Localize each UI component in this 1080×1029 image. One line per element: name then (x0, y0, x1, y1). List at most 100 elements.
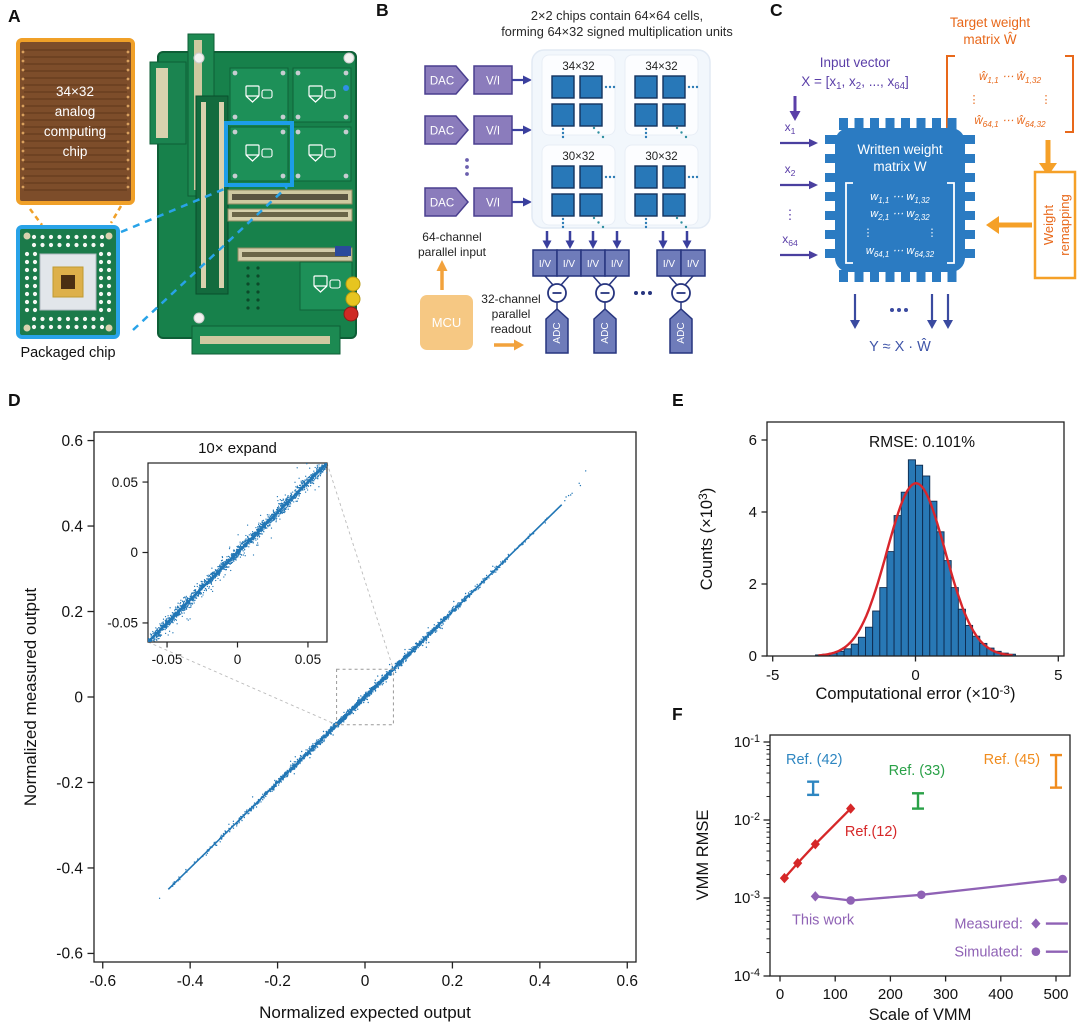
svg-text:5: 5 (1054, 667, 1062, 684)
panel-label-d: D (8, 390, 21, 410)
chip-group: 34×32 (541, 54, 616, 139)
matrix-vdots: ⋮ (1041, 94, 1052, 106)
svg-text:Counts (×103): Counts (×103) (696, 488, 716, 590)
svg-text:-0.6: -0.6 (56, 946, 83, 963)
led-indicator (343, 85, 349, 91)
svg-text:6: 6 (749, 432, 757, 449)
chip-matrix-row: w64,1 ⋯ w64,32 (866, 245, 935, 259)
matrix-vdots: ⋮ (863, 227, 874, 239)
chip-matrix-row: w2,1 ⋯ w2,32 (870, 208, 930, 222)
arrowhead (809, 138, 818, 148)
output-dots (897, 308, 901, 312)
dac-vi-row: DAC V/I (424, 65, 532, 95)
readout-label: readout (491, 322, 532, 336)
f-errorbar-ref---33-: Ref. (33) (889, 763, 945, 810)
chip-title: Written weight (857, 142, 943, 157)
svg-text:0.05: 0.05 (112, 475, 138, 490)
svg-text:0: 0 (234, 652, 242, 667)
x-input-label: x64 (782, 232, 798, 248)
packaged-chip-caption: Packaged chip (20, 345, 115, 361)
svg-text:2: 2 (749, 576, 757, 593)
panel-label-a: A (8, 6, 21, 26)
chip-pins (825, 118, 975, 282)
dac-block (424, 65, 469, 95)
svg-text:Scale of VMM: Scale of VMM (869, 1006, 972, 1024)
matrix-bracket (947, 182, 955, 264)
svg-text:0: 0 (749, 648, 757, 665)
readout-label: 32-channel (481, 292, 540, 306)
d-scatter-points (158, 470, 587, 899)
vi-label: V/I (486, 126, 500, 138)
input-channels-label: parallel input (418, 245, 487, 259)
zoom-dash-blue (120, 185, 230, 234)
panel-label-f: F (672, 704, 683, 724)
vi-block (473, 65, 513, 95)
zoom-connector (147, 641, 337, 726)
f-series-this-work: This work (792, 874, 1067, 928)
die-routing-stripes (21, 49, 130, 191)
svg-text:Ref. (45): Ref. (45) (984, 752, 1040, 768)
weight-remapping-label: remapping (1057, 194, 1072, 255)
pcb-connector-slot (242, 252, 348, 257)
iv-label: I/V (587, 259, 600, 270)
corner-pad (105, 324, 113, 332)
target-matrix-row: ŵ1,1 ⋯ ŵ1,32 (979, 71, 1042, 85)
f-series-ref--12-: Ref.(12) (779, 803, 897, 884)
panel-b-title-1: 2×2 chips contain 64×64 cells, (531, 8, 703, 23)
chip-groups: 34×32 34×32 30×32 (541, 54, 699, 229)
svg-text:-0.2: -0.2 (56, 775, 83, 792)
input-vector-formula: X = [x1, x2, ..., x64] (801, 74, 909, 92)
pcb-vertical-card-strip (219, 102, 224, 288)
iv-label: I/V (539, 259, 552, 270)
output-dots (890, 308, 894, 312)
iv-label: I/V (563, 259, 576, 270)
input-channels-label: 64-channel (422, 230, 481, 244)
panel-b-title-2: forming 64×32 signed multiplication unit… (501, 24, 733, 39)
target-matrix-title: matrix Ŵ (963, 32, 1017, 47)
arrowhead (943, 320, 953, 329)
dip-switch (335, 246, 351, 256)
probe-yellow (345, 276, 361, 292)
zoom-dash-orange (29, 208, 43, 226)
packaged-chip-photo (16, 225, 120, 339)
f-axes: 0 100 200 300 400 500 10-1 10-2 10-3 10-4 Scale of… (694, 733, 1071, 1024)
chip-group: 30×32 (541, 144, 616, 229)
svg-text:300: 300 (933, 986, 958, 1003)
corner-pad (105, 232, 113, 240)
die-photo: 34×32 analog computing chip (16, 38, 135, 205)
dac-label: DAC (430, 198, 454, 210)
panel-c-schematic: Target weight matrix Ŵ ŵ1,1 ⋯ ŵ1,32 ⋮ ⋮ … (780, 15, 1077, 355)
svg-text:This work: This work (792, 912, 855, 928)
vi-label: V/I (486, 76, 500, 88)
die-frame (16, 38, 135, 205)
subtract-adc-chains: ADC ADC ADC (544, 275, 694, 354)
pcb-bottom-connector (200, 336, 330, 344)
f-legend: Measured: Simulated: (954, 917, 1068, 961)
panel-label-e: E (672, 390, 684, 410)
panel-a-photos: 34×32 analog computing chip Packaged chi… (16, 33, 361, 361)
zoom-region-box (336, 668, 394, 726)
arrowhead (523, 75, 532, 85)
die-label-line: computing (44, 124, 106, 139)
matrix-bracket (845, 182, 853, 264)
arrowhead (523, 197, 532, 207)
highlight-square (224, 121, 294, 187)
svg-text:Computational error (×10-3): Computational error (×10-3) (816, 683, 1016, 703)
d-axes: -0.6 -0.4 -0.2 0 0.2 0.4 0.6 -0.6 -0.4 -0.2 0 0.2 0.… (21, 431, 638, 1022)
svg-text:-5: -5 (766, 667, 779, 684)
svg-text:0.6: 0.6 (616, 973, 638, 990)
svg-text:ADC: ADC (676, 322, 687, 343)
pcb-photo (149, 33, 361, 355)
svg-text:0: 0 (361, 973, 370, 990)
arrowhead (850, 320, 860, 329)
d-inset-points (148, 463, 327, 642)
svg-text:Measured:: Measured: (954, 917, 1023, 933)
column-output-arrows (542, 231, 692, 249)
corner-pad (23, 324, 31, 332)
e-gaussian-fit (818, 482, 1013, 657)
chip-group-title: 30×32 (562, 151, 594, 163)
e-axes: -5 0 5 0 2 4 6 RMSE: 0.101% Computational error … (696, 421, 1065, 703)
svg-text:10-3: 10-3 (734, 889, 760, 907)
svg-text:0: 0 (911, 667, 919, 684)
chart-f-benchmark: 0 100 200 300 400 500 10-1 10-2 10-3 10-4 Scale of… (694, 733, 1071, 1024)
